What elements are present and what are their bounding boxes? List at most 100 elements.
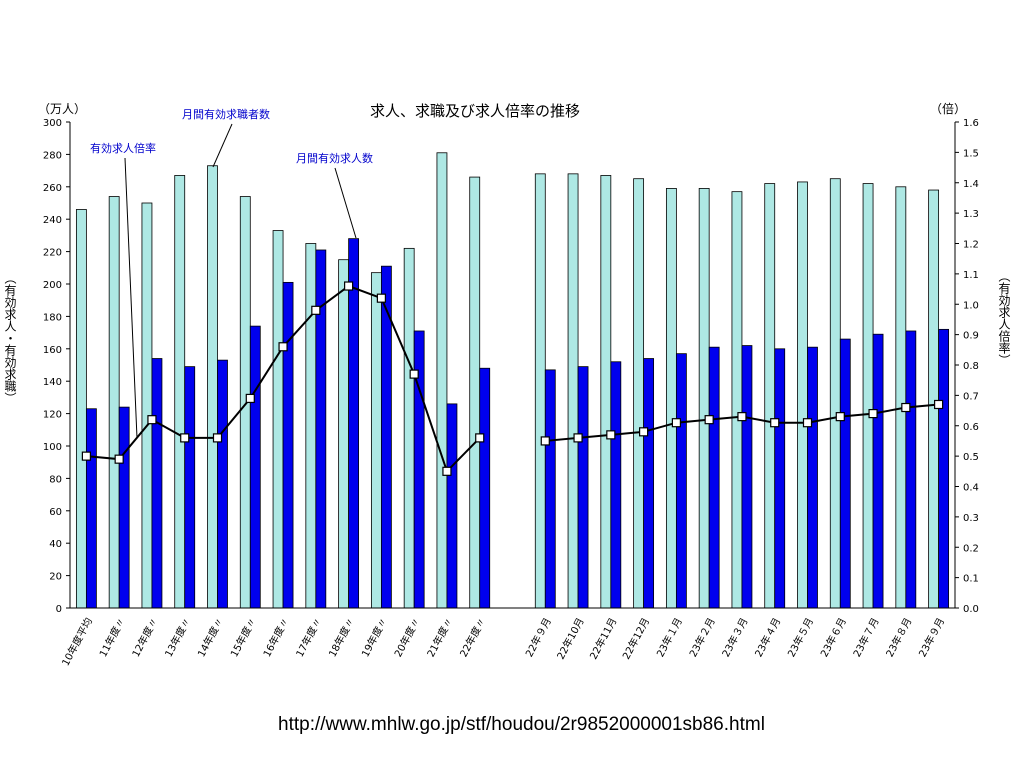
ratio-point [606, 430, 616, 440]
category-label: 17年度〃 [293, 615, 325, 659]
y-tick-label: 180 [43, 312, 62, 323]
openings-bar [708, 346, 720, 609]
category-label: 21年度〃 [424, 615, 456, 659]
source-url[interactable]: http://www.mhlw.go.jp/stf/houdou/2r98520… [278, 714, 765, 735]
category-label: 23年８月 [883, 615, 915, 659]
openings-bar [184, 366, 196, 609]
y-axis-label: （有効求人・有効求職） [3, 272, 17, 404]
category-label: 23年６月 [817, 615, 849, 659]
category-label: 12年度〃 [129, 615, 161, 659]
applicants-bar [174, 175, 186, 609]
category-label: 11年度〃 [96, 615, 128, 659]
y-tick-label: 200 [43, 280, 62, 291]
ratio-point [639, 427, 649, 437]
category-label: 19年度〃 [358, 615, 390, 659]
category-label: 16年度〃 [260, 615, 292, 659]
applicants-bar [403, 247, 415, 609]
category-label: 20年度〃 [391, 615, 423, 659]
applicants-bar [895, 186, 907, 609]
ratio-point [802, 418, 813, 428]
openings-bar [249, 325, 261, 609]
chart-texts: 求人、求職及び求人倍率の推移 （万人） （倍） 月間有効求職者数 月間有効求人数… [3, 101, 1011, 404]
openings-bar [774, 348, 786, 609]
y-tick-label: 160 [43, 345, 62, 356]
ratio-point [540, 436, 550, 446]
openings-bar [348, 238, 360, 609]
ratio-point [573, 433, 583, 443]
ratio-point [737, 412, 747, 422]
applicants-bar [862, 183, 874, 609]
applicants-bar [141, 202, 153, 609]
y2-axis-label: （有効求人倍率） [997, 270, 1011, 366]
openings-bar [217, 359, 228, 609]
axes: 3002802602402202001801601401201008060402… [43, 118, 979, 615]
ratio-point [147, 415, 157, 425]
category-label: 10年度平均 [59, 615, 95, 668]
ratio-point [770, 418, 780, 428]
ratio-point [311, 305, 321, 315]
openings-bar [839, 338, 851, 609]
category-label: 23年７月 [850, 615, 882, 659]
y2-tick-label: 1.1 [963, 270, 979, 281]
ratio-point [704, 415, 714, 425]
y2-tick-label: 1.5 [963, 148, 979, 159]
category-label: 14年度〃 [195, 615, 227, 659]
applicants-bar [829, 178, 841, 609]
chart-title: 求人、求職及び求人倍率の推移 [370, 102, 580, 120]
applicants-bar [436, 152, 448, 609]
openings-bar [85, 408, 97, 609]
openings-bar [118, 406, 130, 609]
y-tick-label: 40 [49, 539, 62, 550]
category-label: 23年５月 [785, 615, 817, 659]
y2-tick-label: 0.6 [963, 422, 979, 433]
category-label: 22年12月 [619, 615, 652, 661]
openings-bar [741, 345, 753, 609]
chart: 3002802602402202001801601401201008060402… [3, 101, 1011, 668]
category-label: 23年１月 [653, 615, 685, 659]
y2-tick-label: 0.9 [963, 331, 979, 342]
y-tick-label: 240 [43, 215, 62, 226]
legend-openings: 月間有効求人数 [296, 151, 373, 165]
y-tick-label: 140 [43, 377, 62, 388]
openings-bar [938, 328, 950, 609]
ratio-point [671, 418, 681, 428]
ratio-point [835, 412, 845, 422]
legend-ratio: 有効求人倍率 [90, 141, 156, 155]
applicants-bar [108, 196, 120, 609]
openings-bar [807, 346, 818, 609]
category-label: 23年３月 [719, 615, 751, 659]
y2-tick-label: 0.0 [963, 604, 979, 615]
category-label: 18年度〃 [326, 615, 358, 659]
applicants-bar [928, 189, 940, 609]
y-tick-label: 280 [43, 150, 62, 161]
category-label: 23年４月 [752, 615, 784, 659]
y-tick-label: 120 [43, 410, 62, 421]
ratio-point [475, 433, 485, 443]
ratio-point [868, 409, 878, 419]
openings-bar [610, 361, 622, 609]
openings-bar [577, 366, 589, 609]
left-unit: （万人） [38, 102, 86, 116]
ratio-line [81, 281, 944, 476]
legend-applicants: 月間有効求職者数 [182, 107, 270, 121]
applicants-bar [338, 259, 350, 609]
openings-bar [872, 333, 884, 609]
applicants-bar [370, 272, 382, 609]
y2-tick-label: 0.2 [963, 543, 979, 554]
openings-bars [85, 238, 950, 609]
openings-bar [675, 353, 687, 609]
annotation-leaders [124, 123, 357, 439]
y-tick-label: 300 [43, 118, 62, 129]
applicants-bar [272, 230, 284, 609]
y-tick-label: 100 [43, 442, 62, 453]
y-tick-label: 260 [43, 183, 62, 194]
category-label: 15年度〃 [227, 615, 259, 659]
y2-tick-label: 1.6 [963, 118, 979, 129]
ratio-point [180, 433, 190, 443]
applicants-bar [633, 178, 645, 609]
y2-tick-label: 0.1 [963, 574, 979, 585]
ratio-point [81, 451, 91, 461]
applicants-bar [534, 173, 546, 609]
y-tick-label: 60 [49, 507, 62, 518]
category-label: 23年２月 [686, 615, 718, 659]
